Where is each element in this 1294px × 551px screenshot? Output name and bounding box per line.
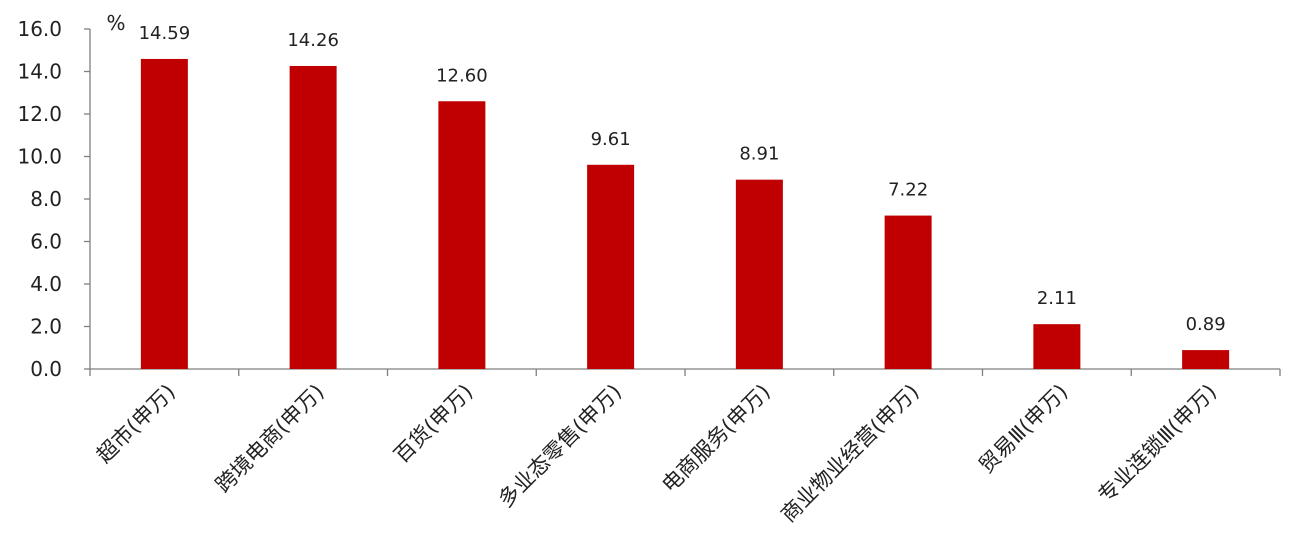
y-tick-label: 16.0 bbox=[17, 17, 62, 41]
bar bbox=[289, 65, 337, 369]
bar bbox=[438, 101, 486, 369]
bar bbox=[1182, 350, 1230, 369]
data-label: 0.89 bbox=[1186, 314, 1226, 335]
data-label: 14.26 bbox=[287, 30, 339, 51]
y-axis: 0.0 2.0 4.0 6.0 8.0 10.0 12.0 14.0 16.0 bbox=[17, 17, 91, 381]
y-tick-label: 0.0 bbox=[30, 357, 62, 381]
x-tick-label: 百货(申万) bbox=[389, 380, 477, 468]
data-label: 8.91 bbox=[739, 144, 779, 165]
bar bbox=[735, 179, 783, 369]
bars bbox=[140, 58, 1230, 370]
y-tick-label: 14.0 bbox=[17, 60, 62, 84]
x-tick-label: 电商服务(申万) bbox=[657, 380, 775, 498]
y-tick-label: 12.0 bbox=[17, 102, 62, 126]
y-tick-label: 8.0 bbox=[30, 187, 62, 211]
value-labels: 14.59 14.26 12.60 9.61 8.91 7.22 2.11 0.89 bbox=[139, 23, 1226, 335]
data-label: 14.59 bbox=[139, 23, 191, 44]
x-tick-label: 商业物业经营(申万) bbox=[776, 380, 923, 527]
y-tick-label: 6.0 bbox=[30, 230, 62, 254]
bar bbox=[140, 58, 188, 370]
data-label: 2.11 bbox=[1037, 288, 1077, 309]
x-tick-label: 跨境电商(申万) bbox=[211, 380, 329, 498]
data-label: 9.61 bbox=[591, 129, 631, 150]
data-label: 12.60 bbox=[436, 65, 488, 86]
bar bbox=[587, 164, 635, 369]
x-tick-label: 贸易Ⅲ(申万) bbox=[974, 380, 1072, 478]
data-label: 7.22 bbox=[888, 180, 928, 201]
x-tick-label: 多业态零售(申万) bbox=[494, 380, 627, 513]
x-tick-label: 超市(申万) bbox=[92, 380, 180, 468]
y-tick-label: 4.0 bbox=[30, 272, 62, 296]
x-tick-label: 专业连锁Ⅲ(申万) bbox=[1093, 380, 1221, 508]
bar bbox=[884, 215, 932, 369]
y-axis-unit-label: % bbox=[106, 11, 125, 35]
y-tick-label: 2.0 bbox=[30, 315, 62, 339]
x-axis bbox=[89, 368, 1281, 376]
bar bbox=[1033, 324, 1081, 369]
y-tick-label: 10.0 bbox=[17, 145, 62, 169]
category-labels: 超市(申万) 跨境电商(申万) 百货(申万) 多业态零售(申万) 电商服务(申万) 商业物… bbox=[92, 380, 1221, 527]
